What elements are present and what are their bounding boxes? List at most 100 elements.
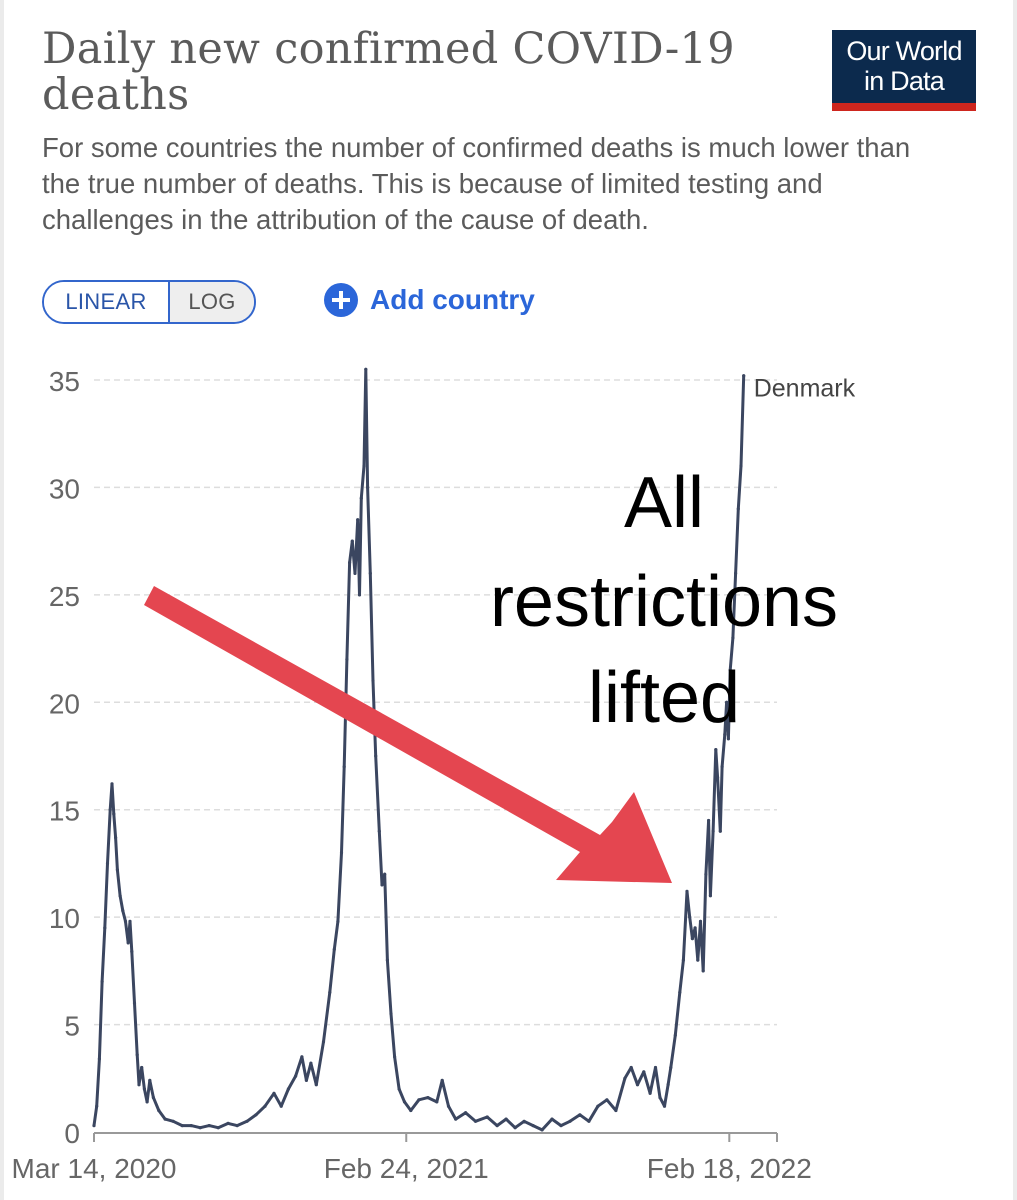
data-point: [123, 919, 128, 924]
data-point: [464, 1111, 468, 1115]
data-point: [440, 1078, 444, 1082]
data-point: [718, 829, 722, 833]
data-point: [226, 1121, 230, 1125]
data-point: [623, 1076, 627, 1080]
data-point: [151, 1096, 155, 1100]
x-tick-label-1: Feb 24, 2021: [324, 1153, 489, 1184]
data-point: [550, 1117, 554, 1121]
logo-line2: in Data: [864, 65, 945, 96]
data-point: [725, 700, 729, 704]
data-point: [402, 1100, 407, 1104]
data-point: [374, 754, 378, 758]
data-point: [739, 464, 743, 468]
data-point: [216, 1126, 220, 1130]
data-point: [245, 1119, 249, 1123]
chart-title: Daily new confirmed COVID-19 deaths: [42, 24, 735, 120]
data-point: [485, 1115, 489, 1119]
data-point: [446, 1104, 451, 1108]
data-point: [304, 1078, 308, 1082]
data-point: [736, 507, 740, 511]
data-point: [704, 872, 708, 876]
x-axis: Mar 14, 2020 Feb 24, 2021 Feb 18, 2022: [12, 1132, 812, 1184]
data-point: [321, 1040, 326, 1044]
data-point: [121, 909, 125, 913]
data-point: [100, 980, 104, 984]
data-point: [345, 657, 349, 661]
x-tick-label-0: Mar 14, 2020: [12, 1153, 177, 1184]
data-point: [97, 1057, 101, 1061]
data-point: [734, 571, 738, 576]
data-point: [723, 732, 727, 737]
data-point: [635, 1083, 640, 1087]
annotation-line3: lifted: [588, 658, 740, 738]
data-point: [454, 1117, 458, 1121]
data-point: [685, 889, 689, 894]
data-point: [642, 1070, 646, 1074]
data-point: [300, 1055, 304, 1059]
data-point: [103, 926, 107, 930]
data-point: [137, 1083, 141, 1087]
data-point: [731, 636, 735, 640]
data-point: [714, 748, 718, 752]
data-point: [716, 775, 720, 780]
data-point: [417, 1098, 421, 1102]
data-point: [578, 1113, 582, 1117]
data-point: [742, 374, 746, 378]
data-point: [383, 872, 387, 876]
data-point: [648, 1091, 652, 1095]
data-point: [95, 1104, 99, 1108]
data-point: [658, 1096, 662, 1100]
y-tick-label-35: 35: [49, 366, 80, 397]
linear-scale-button[interactable]: LINEAR: [44, 282, 170, 322]
data-point: [342, 765, 346, 769]
data-point: [393, 1055, 397, 1059]
series-layer: Denmark: [92, 367, 856, 1132]
data-point: [728, 668, 732, 672]
data-point: [359, 496, 363, 500]
data-point: [105, 861, 110, 866]
data-point: [629, 1065, 633, 1070]
data-point: [332, 947, 336, 952]
y-tick-label-25: 25: [49, 581, 80, 612]
data-point: [356, 518, 360, 522]
data-point: [559, 1124, 563, 1128]
data-point: [279, 1104, 283, 1108]
data-point: [698, 919, 703, 924]
data-point: [171, 1119, 175, 1123]
data-point: [711, 829, 715, 833]
data-point: [693, 926, 697, 930]
add-country-label: Add country: [370, 284, 535, 315]
y-tick-label-15: 15: [49, 796, 80, 827]
data-point: [189, 1124, 193, 1128]
data-point: [596, 1104, 600, 1108]
data-point: [614, 1108, 618, 1113]
data-point: [377, 829, 381, 833]
add-country-button[interactable]: Add country: [324, 282, 535, 318]
y-tick-label-20: 20: [49, 688, 80, 719]
y-tick-label-10: 10: [49, 903, 80, 934]
data-point: [522, 1119, 526, 1123]
data-point: [108, 808, 112, 812]
right-edge-shadow: [1013, 0, 1017, 1200]
data-point: [128, 919, 132, 924]
annotation-layer: All restrictions lifted: [490, 463, 838, 738]
data-point: [568, 1119, 572, 1123]
owid-logo[interactable]: Our World in Data: [832, 30, 976, 111]
plus-circle-icon: [324, 283, 358, 317]
data-point: [707, 818, 711, 823]
annotation-line1: All: [624, 463, 704, 543]
data-point: [198, 1126, 202, 1130]
data-point: [666, 1083, 670, 1087]
data-point: [371, 679, 375, 683]
data-point: [235, 1124, 239, 1128]
log-scale-button[interactable]: LOG: [170, 282, 254, 322]
data-point: [339, 851, 344, 855]
data-point: [314, 1083, 318, 1087]
data-point: [130, 949, 134, 954]
data-point: [366, 485, 370, 489]
data-point: [669, 1065, 673, 1070]
data-point: [673, 1033, 677, 1037]
data-point: [157, 1108, 161, 1113]
x-tick-label-2: Feb 18, 2022: [647, 1153, 812, 1184]
annotation-line2: restrictions: [490, 562, 838, 642]
